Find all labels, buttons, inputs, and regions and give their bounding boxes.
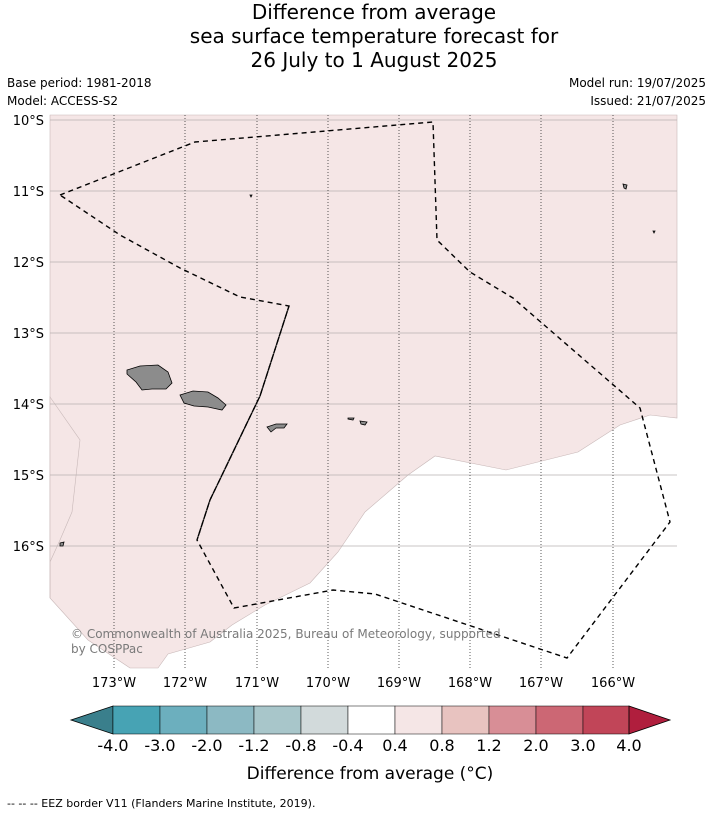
lat-label-10s: 10°S (13, 114, 44, 129)
land (59, 183, 656, 547)
colorbar-bin-2 (159, 705, 208, 735)
colorbar-tick-9: 1.2 (476, 736, 502, 755)
colorbar-tick-1: -4.0 (97, 736, 129, 755)
model-run: Model run: 19/07/2025 (568, 76, 706, 90)
eez-borders (58, 121, 671, 659)
copyright-notice: © Commonwealth of Australia 2025, Bureau… (71, 627, 501, 656)
colorbar-tick-5: -0.8 (285, 736, 317, 755)
colorbar-tick-3: -2.0 (191, 736, 223, 755)
colorbar-tick-4: -1.2 (238, 736, 270, 755)
lon-label-171w: 171°W (235, 676, 279, 691)
colorbar-tick-labels: -4.0 -3.0 -2.0 -1.2 -0.8 -0.4 0.4 0.8 1.… (0, 736, 713, 756)
title-line-2: sea surface temperature forecast for (189, 24, 559, 48)
colorbar-tick-7: 0.4 (382, 736, 408, 755)
lon-label-169w: 169°W (377, 676, 421, 691)
lon-label-170w: 170°W (306, 676, 350, 691)
swains-island (249, 194, 253, 198)
tutuila-island (266, 423, 288, 433)
tokelau-island (622, 183, 628, 190)
lat-label-11s: 11°S (13, 185, 44, 200)
anomaly-region-west (49, 396, 81, 598)
colorbar-bin-9 (488, 705, 537, 735)
lon-label-172w: 172°W (163, 676, 207, 691)
lat-label-16s: 16°S (13, 540, 44, 555)
base-period: Base period: 1981-2018 (7, 76, 152, 90)
lat-label-15s: 15°S (13, 469, 44, 484)
map-panel: 10°S 11°S 12°S 13°S 14°S 15°S 16°S 173°W… (13, 114, 678, 691)
colorbar-high-arrow (628, 705, 672, 735)
lon-label-168w: 168°W (448, 676, 492, 691)
small-island-east (652, 230, 656, 234)
anomaly-region (49, 114, 678, 669)
colorbar-bin-8 (441, 705, 490, 735)
lat-labels: 10°S 11°S 12°S 13°S 14°S 15°S 16°S (13, 114, 44, 555)
colorbar-tick-11: 3.0 (570, 736, 596, 755)
meta-right: Model run: 19/07/2025 Issued: 21/07/2025 (569, 74, 706, 110)
savaii-island (126, 364, 173, 391)
colorbar-bin-5 (300, 705, 349, 735)
colorbar-bin-4 (253, 705, 302, 735)
eez-legend: -- -- -- EEZ border V11 (Flanders Marine… (7, 797, 316, 810)
issued-date: Issued: 21/07/2025 (590, 94, 706, 108)
manua-island-2 (359, 420, 368, 426)
eez-samoa (58, 121, 671, 659)
title-line-3: 26 July to 1 August 2025 (250, 48, 498, 72)
lon-label-167w: 167°W (519, 676, 563, 691)
map-title: Difference from average sea surface temp… (0, 0, 713, 72)
colorbar-bin-6 (347, 705, 396, 735)
model-name: Model: ACCESS-S2 (7, 94, 119, 108)
colorbar-bin-7 (394, 705, 443, 735)
colorbar-low-arrow (69, 705, 114, 735)
lat-label-14s: 14°S (13, 398, 44, 413)
colorbar-tick-6: -0.4 (332, 736, 364, 755)
colorbar-tick-2: -3.0 (144, 736, 176, 755)
colorbar-tick-12: 4.0 (616, 736, 642, 755)
manua-island-1 (347, 417, 355, 421)
colorbar-bin-11 (582, 705, 630, 735)
eez-american-samoa (196, 305, 290, 541)
meta-left: Base period: 1981-2018 Model: ACCESS-S2 (7, 74, 152, 110)
small-island-sw (59, 541, 65, 547)
colorbar-bin-1 (112, 705, 161, 735)
lon-gridlines (113, 115, 614, 668)
colorbar-tick-8: 0.8 (429, 736, 455, 755)
colorbar-bin-3 (206, 705, 255, 735)
lon-label-166w: 166°W (591, 676, 635, 691)
upolu-island (179, 390, 227, 411)
lat-label-13s: 13°S (13, 327, 44, 342)
lat-gridlines (50, 119, 677, 547)
colorbar-tick-10: 2.0 (523, 736, 549, 755)
colorbar (69, 705, 672, 735)
lon-labels: 173°W 172°W 171°W 170°W 169°W 168°W 167°… (92, 676, 635, 691)
lat-label-12s: 12°S (13, 256, 44, 271)
lon-label-173w: 173°W (92, 676, 136, 691)
colorbar-bin-10 (535, 705, 584, 735)
colorbar-title: Difference from average (°C) (246, 764, 494, 784)
title-line-1: Difference from average (251, 0, 497, 24)
